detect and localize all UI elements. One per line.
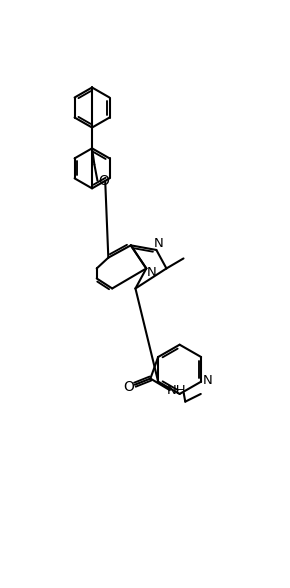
Text: NH: NH bbox=[167, 383, 186, 397]
Text: N: N bbox=[154, 238, 164, 250]
Text: N: N bbox=[147, 266, 157, 279]
Text: O: O bbox=[123, 380, 134, 394]
Text: O: O bbox=[98, 175, 109, 188]
Text: N: N bbox=[202, 373, 212, 386]
